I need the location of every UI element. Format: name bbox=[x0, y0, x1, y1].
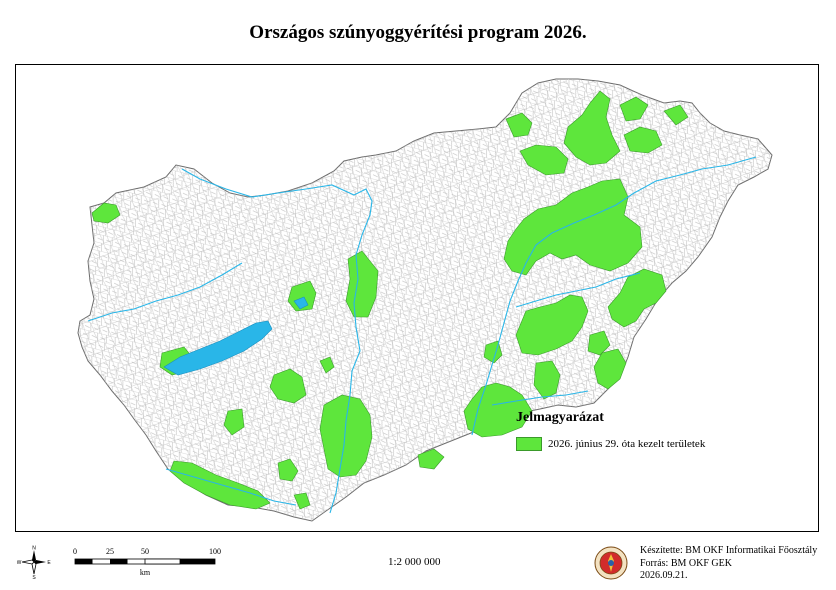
raba-river bbox=[87, 262, 243, 322]
map-title: Országos szúnyoggyérítési program 2026. bbox=[249, 22, 587, 43]
drava-river bbox=[165, 468, 297, 506]
water-features bbox=[87, 156, 757, 514]
lake-velence bbox=[293, 296, 309, 310]
treated-area bbox=[533, 360, 561, 400]
west-label: W bbox=[17, 560, 22, 566]
scale-tick-100: 100 bbox=[209, 547, 221, 556]
danube-river bbox=[181, 168, 373, 514]
treated-area bbox=[663, 104, 689, 126]
lake-balaton bbox=[163, 320, 273, 376]
scale-tick-25: 25 bbox=[106, 547, 114, 556]
credits-source: Forrás: BM OKF GEK bbox=[640, 557, 732, 569]
map-canvas bbox=[77, 78, 773, 522]
treated-area bbox=[607, 268, 667, 328]
treated-area bbox=[587, 330, 611, 356]
south-label: S bbox=[32, 575, 36, 579]
scale-bar: 0 25 50 100 km bbox=[73, 547, 221, 577]
treated-area bbox=[417, 448, 445, 470]
treated-area bbox=[269, 368, 307, 404]
scale-ratio: 1:2 000 000 bbox=[388, 556, 441, 568]
treated-area bbox=[91, 202, 121, 224]
compass-rose-icon: N S E W bbox=[17, 546, 51, 580]
scale-tick-0: 0 bbox=[73, 547, 77, 556]
legend-title: Jelmagyarázat bbox=[516, 410, 604, 425]
scale-unit: km bbox=[140, 568, 151, 577]
treated-area bbox=[319, 356, 335, 374]
treated-area bbox=[319, 394, 373, 478]
east-label: E bbox=[47, 560, 51, 566]
treated-area bbox=[619, 96, 649, 122]
north-label: N bbox=[32, 546, 36, 552]
treated-area bbox=[623, 126, 663, 154]
municipality-boundaries bbox=[78, 79, 772, 521]
scale-tick-50: 50 bbox=[141, 547, 149, 556]
legend-item-label: 2026. június 29. óta kezelt területek bbox=[548, 438, 706, 450]
credits-date: 2026.09.21. bbox=[640, 570, 688, 581]
treated-area bbox=[505, 112, 533, 138]
legend-item: 2026. június 29. óta kezelt területek bbox=[516, 437, 705, 451]
tisza-river bbox=[471, 156, 757, 436]
treated-area bbox=[463, 382, 533, 438]
maros-river bbox=[491, 390, 589, 406]
credits: Készítette: BM OKF Informatikai Főosztál… bbox=[640, 545, 817, 583]
map-frame bbox=[15, 64, 819, 532]
bm-okf-seal-icon bbox=[594, 546, 628, 580]
treated-area bbox=[519, 144, 569, 176]
treated-area bbox=[503, 178, 643, 276]
treated-area bbox=[293, 492, 311, 510]
legend-swatch bbox=[516, 437, 542, 451]
lakes bbox=[163, 296, 309, 376]
koros-river bbox=[515, 272, 641, 308]
treated-area bbox=[277, 458, 299, 482]
treated-area bbox=[515, 294, 589, 356]
treated-area bbox=[287, 280, 317, 312]
treated-area bbox=[593, 348, 627, 390]
treated-area bbox=[563, 90, 621, 166]
credits-made-by: Készítette: BM OKF Informatikai Főosztál… bbox=[640, 545, 818, 556]
treated-area bbox=[223, 408, 245, 436]
